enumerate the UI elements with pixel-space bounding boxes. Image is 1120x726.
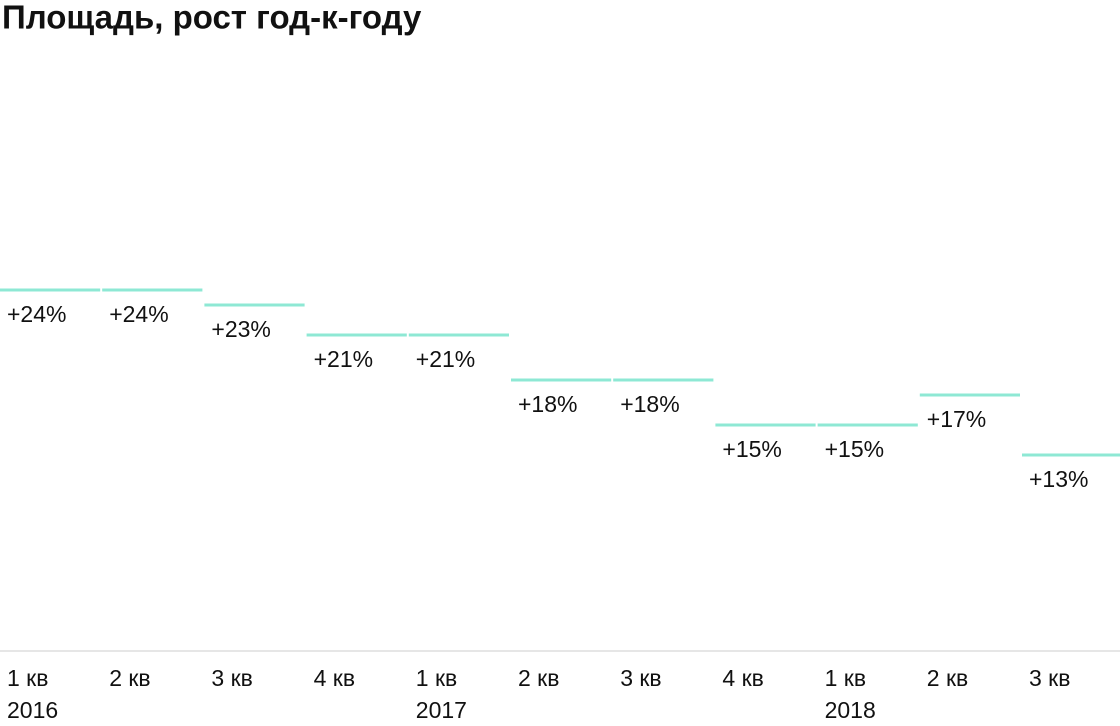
x-tick-label: 4 кв	[314, 665, 355, 691]
x-tick-label: 3 кв	[620, 665, 661, 691]
x-tick-label: 2 кв	[518, 665, 559, 691]
value-label: +24%	[7, 301, 66, 327]
x-tick-label: 4 кв	[722, 665, 763, 691]
x-tick-label: 3 кв	[1029, 665, 1070, 691]
value-label: +21%	[416, 346, 475, 372]
x-tick-label: 2 кв	[109, 665, 150, 691]
x-tick-label: 1 кв	[416, 665, 457, 691]
x-tick-label: 3 кв	[211, 665, 252, 691]
value-label: +23%	[211, 316, 270, 342]
x-group-label: 2017	[416, 697, 467, 723]
value-label: +13%	[1029, 466, 1088, 492]
value-label: +24%	[109, 301, 168, 327]
value-label: +17%	[927, 406, 986, 432]
x-tick-label: 1 кв	[7, 665, 48, 691]
value-label: +18%	[620, 391, 679, 417]
chart-title: Площадь, рост год-к-году	[2, 0, 422, 36]
value-label: +18%	[518, 391, 577, 417]
x-tick-label: 2 кв	[927, 665, 968, 691]
x-group-label: 2018	[825, 697, 876, 723]
value-label: +15%	[825, 436, 884, 462]
x-tick-label: 1 кв	[825, 665, 866, 691]
value-label: +21%	[314, 346, 373, 372]
x-group-label: 2016	[7, 697, 58, 723]
value-label: +15%	[722, 436, 781, 462]
